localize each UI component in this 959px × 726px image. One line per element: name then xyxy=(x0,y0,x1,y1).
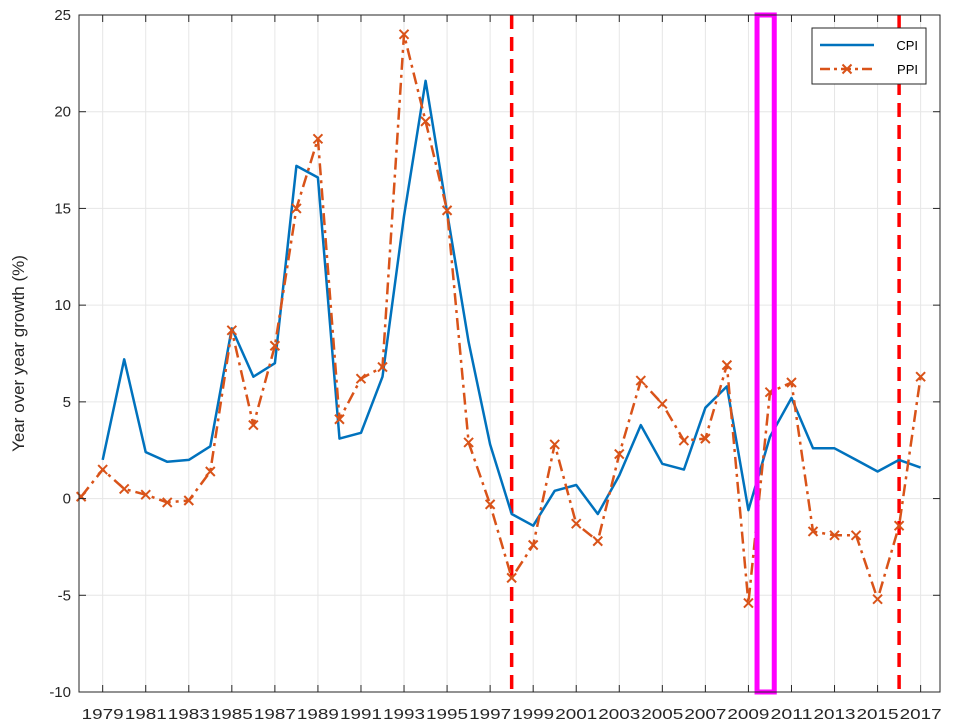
x-tick-label: 2011 xyxy=(770,706,812,723)
x-tick-label: 2009 xyxy=(727,706,769,723)
data-point-ppi xyxy=(162,497,173,508)
data-point-ppi xyxy=(635,375,647,386)
x-tick-label: 2007 xyxy=(684,706,726,723)
x-tick-label: 1981 xyxy=(125,706,167,723)
x-tick-label: 2003 xyxy=(598,706,640,723)
data-point-ppi xyxy=(377,361,388,373)
x-tick-label: 1999 xyxy=(512,706,554,723)
plot-frame xyxy=(78,14,941,693)
data-point-ppi xyxy=(893,520,905,531)
series-line-ppi xyxy=(80,33,922,605)
data-point-ppi xyxy=(291,203,302,214)
data-point-ppi xyxy=(312,133,324,145)
x-tick-label: 1989 xyxy=(297,706,339,723)
data-point-ppi xyxy=(75,491,87,502)
series-line-cpi xyxy=(101,79,922,527)
legend-box xyxy=(811,27,927,85)
highlight-box xyxy=(754,12,777,695)
data-point-ppi xyxy=(334,414,345,425)
data-point-ppi xyxy=(592,535,603,547)
data-point-ppi xyxy=(850,530,862,541)
y-tick-label: 5 xyxy=(63,394,71,411)
data-point-ppi xyxy=(657,398,668,409)
data-point-ppi xyxy=(527,539,539,551)
data-point-ppi xyxy=(248,419,259,431)
y-axis-label: Year over year growth (%) xyxy=(9,255,28,452)
data-point-ppi xyxy=(118,483,130,495)
data-point-ppi xyxy=(398,29,410,40)
x-tick-label: 2017 xyxy=(900,706,942,723)
legend-label-cpi: CPI xyxy=(896,38,918,53)
data-point-ppi xyxy=(700,433,711,444)
x-tick-label: 1997 xyxy=(469,706,511,723)
data-point-ppi xyxy=(549,439,560,450)
data-point-ppi xyxy=(786,377,797,388)
data-point-ppi xyxy=(420,116,431,127)
data-point-ppi xyxy=(807,526,819,537)
x-tick-label: 1995 xyxy=(426,706,468,723)
y-tick-label: -5 xyxy=(58,587,71,604)
legend-label-ppi: PPI xyxy=(897,62,918,77)
data-point-ppi xyxy=(678,435,690,446)
data-point-ppi xyxy=(226,325,238,336)
y-axis-ticks: -10 -5 0 5 10 15 20 25 xyxy=(49,7,940,701)
y-tick-label: 20 xyxy=(54,104,71,121)
y-tick-label: 0 xyxy=(63,491,71,508)
x-tick-label: 1983 xyxy=(168,706,210,723)
data-point-ppi xyxy=(183,495,194,506)
reference-lines xyxy=(509,15,901,692)
x-tick-label: 1979 xyxy=(82,706,124,723)
data-point-ppi xyxy=(484,499,496,510)
x-axis-ticks: 1979 1981 1983 1985 1987 1989 1991 1993 1995 1997… xyxy=(82,15,942,723)
data-point-ppi xyxy=(571,518,582,529)
data-point-ppi xyxy=(743,597,754,609)
legend-marker-ppi xyxy=(841,63,853,75)
x-tick-label: 2005 xyxy=(641,706,683,723)
data-point-ppi xyxy=(205,466,216,477)
data-point-ppi xyxy=(872,593,883,605)
data-point-ppi xyxy=(829,530,840,541)
data-point-ppi xyxy=(269,340,281,351)
highlight-layer xyxy=(754,12,777,695)
x-tick-label: 1991 xyxy=(340,706,382,723)
x-tick-label: 1985 xyxy=(211,706,253,723)
grid-lines xyxy=(79,14,940,693)
y-tick-label: 15 xyxy=(54,200,71,217)
y-tick-label: 25 xyxy=(54,7,71,24)
data-point-ppi xyxy=(441,205,453,216)
data-point-ppi xyxy=(97,464,108,475)
series-layer xyxy=(75,29,926,609)
data-point-ppi xyxy=(140,489,151,500)
y-tick-label: 10 xyxy=(54,297,71,314)
x-tick-label: 1993 xyxy=(383,706,425,723)
x-tick-label: 2015 xyxy=(857,706,899,723)
data-point-ppi xyxy=(506,572,517,584)
data-point-ppi xyxy=(463,437,474,448)
data-point-ppi xyxy=(614,448,625,460)
y-tick-label: -10 xyxy=(49,684,71,701)
x-tick-label: 1987 xyxy=(254,706,296,723)
data-point-ppi xyxy=(915,371,926,382)
data-point-ppi xyxy=(721,359,733,371)
x-tick-label: 2013 xyxy=(814,706,856,723)
data-point-ppi xyxy=(355,373,367,384)
legend: CPI PPI xyxy=(811,27,927,85)
x-tick-label: 2001 xyxy=(555,706,597,723)
